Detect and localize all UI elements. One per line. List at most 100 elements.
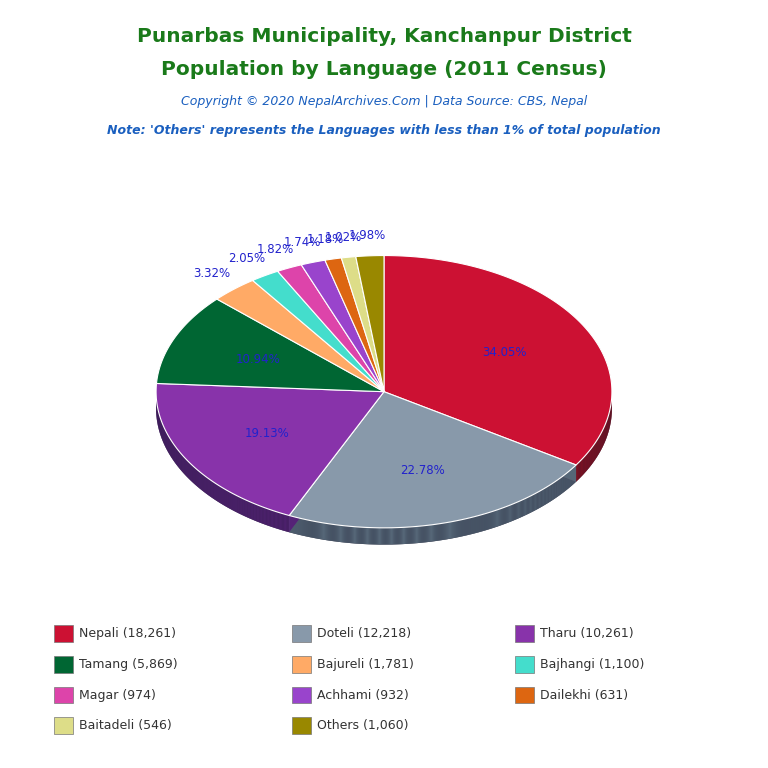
Polygon shape (510, 505, 511, 522)
Polygon shape (578, 462, 580, 479)
Text: 1.74%: 1.74% (283, 237, 321, 250)
Polygon shape (307, 520, 309, 537)
Polygon shape (501, 508, 502, 525)
Polygon shape (266, 508, 267, 525)
Text: 1.98%: 1.98% (349, 229, 386, 242)
Polygon shape (416, 526, 417, 543)
Polygon shape (538, 492, 539, 508)
Polygon shape (469, 518, 471, 535)
Polygon shape (351, 526, 352, 543)
Polygon shape (435, 525, 436, 541)
Text: Achhami (932): Achhami (932) (317, 689, 409, 701)
Polygon shape (530, 496, 531, 513)
Polygon shape (527, 498, 528, 515)
Polygon shape (260, 506, 261, 523)
Polygon shape (523, 499, 525, 516)
Polygon shape (436, 524, 437, 541)
Polygon shape (581, 459, 582, 477)
Text: 34.05%: 34.05% (482, 346, 526, 359)
Polygon shape (324, 523, 325, 540)
Polygon shape (360, 527, 362, 544)
Polygon shape (290, 392, 384, 532)
Polygon shape (297, 518, 298, 535)
Polygon shape (534, 494, 535, 511)
Polygon shape (362, 527, 364, 544)
Polygon shape (457, 521, 458, 538)
Polygon shape (271, 510, 272, 527)
Polygon shape (444, 523, 445, 540)
Polygon shape (290, 392, 384, 532)
Polygon shape (335, 525, 336, 541)
Polygon shape (282, 513, 283, 531)
Polygon shape (404, 528, 405, 544)
Polygon shape (411, 527, 412, 544)
Polygon shape (316, 521, 318, 538)
Polygon shape (364, 528, 365, 544)
Polygon shape (498, 509, 499, 526)
Polygon shape (341, 257, 384, 392)
Polygon shape (522, 499, 523, 517)
Polygon shape (452, 521, 453, 538)
Polygon shape (386, 528, 388, 545)
Polygon shape (458, 520, 459, 537)
Polygon shape (370, 528, 371, 545)
Polygon shape (356, 527, 357, 544)
Polygon shape (528, 497, 529, 514)
Text: Magar (974): Magar (974) (79, 689, 156, 701)
Polygon shape (468, 518, 469, 535)
Polygon shape (582, 458, 583, 476)
Polygon shape (355, 527, 356, 544)
Polygon shape (380, 528, 381, 545)
Polygon shape (509, 505, 510, 522)
Polygon shape (539, 491, 540, 508)
Polygon shape (379, 528, 380, 545)
Polygon shape (584, 455, 585, 473)
Polygon shape (328, 524, 329, 541)
Polygon shape (478, 515, 479, 532)
Polygon shape (265, 508, 266, 525)
Polygon shape (466, 518, 468, 535)
Polygon shape (541, 490, 542, 507)
Polygon shape (432, 525, 433, 541)
Polygon shape (437, 524, 439, 541)
Polygon shape (383, 528, 385, 545)
Polygon shape (472, 517, 474, 534)
Polygon shape (454, 521, 455, 538)
Text: 3.32%: 3.32% (193, 267, 230, 280)
Polygon shape (441, 524, 442, 541)
Polygon shape (489, 512, 490, 529)
Polygon shape (291, 516, 292, 533)
Polygon shape (430, 525, 431, 541)
Text: Copyright © 2020 NepalArchives.Com | Data Source: CBS, Nepal: Copyright © 2020 NepalArchives.Com | Dat… (181, 95, 587, 108)
Polygon shape (344, 526, 346, 543)
Text: Others (1,060): Others (1,060) (317, 720, 409, 732)
Polygon shape (326, 523, 327, 540)
Polygon shape (450, 521, 451, 538)
Polygon shape (531, 495, 533, 512)
Polygon shape (338, 525, 339, 542)
Text: 2.05%: 2.05% (229, 252, 266, 265)
Polygon shape (301, 518, 303, 535)
Polygon shape (272, 510, 273, 528)
Polygon shape (415, 527, 416, 543)
Polygon shape (511, 504, 513, 521)
Polygon shape (325, 523, 326, 540)
Polygon shape (273, 511, 274, 528)
Text: Note: 'Others' represents the Languages with less than 1% of total population: Note: 'Others' represents the Languages … (108, 124, 660, 137)
Polygon shape (278, 512, 279, 529)
Polygon shape (474, 517, 475, 534)
Polygon shape (490, 511, 492, 529)
Polygon shape (369, 528, 370, 545)
Text: 1.82%: 1.82% (257, 243, 294, 256)
Polygon shape (394, 528, 396, 545)
Polygon shape (270, 510, 271, 527)
Polygon shape (513, 504, 514, 521)
Polygon shape (295, 517, 296, 534)
Polygon shape (540, 491, 541, 508)
Polygon shape (269, 509, 270, 526)
Text: Punarbas Municipality, Kanchanpur District: Punarbas Municipality, Kanchanpur Distri… (137, 27, 631, 46)
Text: Bajureli (1,781): Bajureli (1,781) (317, 658, 414, 670)
Polygon shape (497, 510, 498, 527)
Polygon shape (278, 265, 384, 392)
Polygon shape (281, 513, 282, 530)
